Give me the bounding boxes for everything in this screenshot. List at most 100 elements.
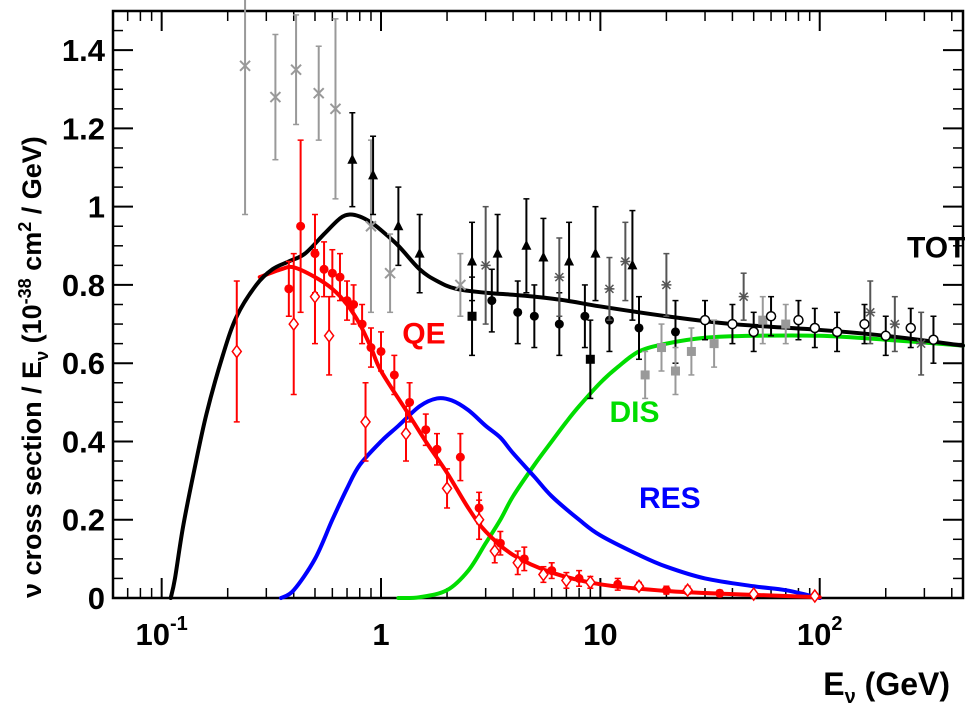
data-point bbox=[529, 284, 539, 349]
data-point bbox=[859, 303, 870, 345]
data-point bbox=[613, 577, 623, 591]
data-point bbox=[554, 237, 565, 317]
series-line-dis bbox=[396, 333, 965, 601]
square-marker bbox=[657, 343, 667, 353]
data-point bbox=[831, 311, 843, 353]
diamond-marker bbox=[560, 573, 572, 588]
plot-area: 0 0.2 0.4 0.6 0.8 1 1.2 1.4 10-1 1 10 102 TOTAL QE RE… bbox=[62, 0, 965, 652]
cross-marker bbox=[384, 267, 396, 279]
data-point bbox=[376, 331, 386, 372]
series-label-total: TOTAL bbox=[907, 232, 965, 265]
data-point bbox=[640, 350, 650, 400]
data-point bbox=[928, 315, 939, 364]
circle-marker bbox=[809, 322, 821, 334]
dot-marker bbox=[327, 268, 337, 278]
data-point bbox=[634, 295, 644, 361]
dot-marker bbox=[405, 397, 415, 407]
diamond-marker bbox=[309, 289, 321, 304]
x-tick-label: 10-1 bbox=[136, 613, 188, 652]
data-point bbox=[313, 45, 325, 141]
data-point bbox=[513, 280, 523, 345]
data-point bbox=[309, 248, 321, 345]
triangle-marker bbox=[627, 259, 638, 270]
data-point bbox=[421, 413, 431, 447]
diamond-marker bbox=[512, 555, 524, 571]
star-marker bbox=[480, 260, 491, 271]
y-tick-label: 0.4 bbox=[62, 424, 106, 459]
data-point bbox=[366, 327, 376, 368]
data-point bbox=[580, 284, 590, 349]
dot-marker bbox=[495, 538, 505, 548]
dot-marker bbox=[670, 327, 680, 337]
dot-marker bbox=[432, 444, 442, 454]
circle-marker bbox=[905, 322, 916, 334]
triangle-marker bbox=[368, 169, 379, 180]
data-point bbox=[604, 256, 615, 321]
data-point bbox=[809, 307, 821, 349]
x-axis-title: Eν (GeV) bbox=[823, 666, 950, 705]
data-point bbox=[781, 303, 791, 345]
data-point bbox=[699, 299, 711, 341]
diamond-marker bbox=[537, 567, 549, 582]
data-point bbox=[473, 499, 485, 541]
data-point bbox=[329, 18, 342, 200]
series-line-qe bbox=[257, 264, 822, 600]
dot-marker bbox=[349, 300, 359, 309]
plot-frame bbox=[111, 9, 965, 600]
dot-marker bbox=[580, 311, 590, 321]
triangle-marker bbox=[414, 247, 425, 258]
data-point bbox=[547, 562, 557, 580]
data-point bbox=[661, 585, 671, 595]
triangle-marker bbox=[393, 220, 404, 231]
data-point bbox=[349, 284, 359, 325]
star-marker bbox=[738, 291, 749, 302]
dot-marker bbox=[529, 311, 539, 321]
data-point bbox=[686, 327, 696, 376]
data-point bbox=[454, 252, 467, 317]
dot-marker bbox=[554, 319, 564, 329]
data-point bbox=[584, 575, 596, 590]
circle-marker bbox=[793, 314, 804, 326]
circle-marker bbox=[831, 326, 843, 338]
star-marker bbox=[865, 307, 876, 318]
square-marker bbox=[467, 311, 477, 321]
data-point bbox=[633, 579, 645, 594]
data-point bbox=[709, 319, 719, 368]
dot-marker bbox=[421, 425, 431, 435]
data-point bbox=[590, 205, 601, 302]
y-tick-label: 1 bbox=[88, 190, 105, 225]
circle-marker bbox=[748, 326, 759, 338]
data-point bbox=[809, 588, 821, 604]
data-point bbox=[393, 186, 404, 267]
square-marker bbox=[670, 366, 680, 376]
dot-marker bbox=[366, 343, 376, 353]
data-point bbox=[916, 311, 927, 376]
data-point bbox=[384, 233, 396, 314]
data-point bbox=[487, 268, 497, 333]
dot-marker bbox=[342, 296, 352, 306]
data-point bbox=[360, 382, 371, 462]
series-line-res bbox=[279, 396, 822, 600]
dot-marker bbox=[634, 323, 644, 333]
diamond-marker bbox=[748, 586, 760, 602]
data-point bbox=[284, 260, 294, 317]
diamond-marker bbox=[288, 316, 300, 332]
data-point bbox=[357, 303, 367, 345]
data-point bbox=[347, 111, 358, 208]
circle-marker bbox=[699, 314, 711, 326]
triangle-marker bbox=[564, 255, 575, 266]
data-point bbox=[231, 280, 243, 423]
data-point bbox=[288, 252, 300, 396]
dot-marker bbox=[661, 585, 671, 595]
dot-marker bbox=[319, 264, 329, 274]
triangle-marker bbox=[521, 239, 532, 250]
triangle-marker bbox=[538, 251, 549, 262]
cross-marker bbox=[239, 60, 251, 72]
data-point bbox=[715, 588, 725, 598]
data-point bbox=[793, 299, 804, 341]
data-point bbox=[738, 272, 749, 321]
data-point bbox=[480, 205, 491, 325]
dot-marker bbox=[284, 284, 294, 294]
dot-marker bbox=[519, 554, 529, 564]
data-point bbox=[574, 569, 584, 588]
